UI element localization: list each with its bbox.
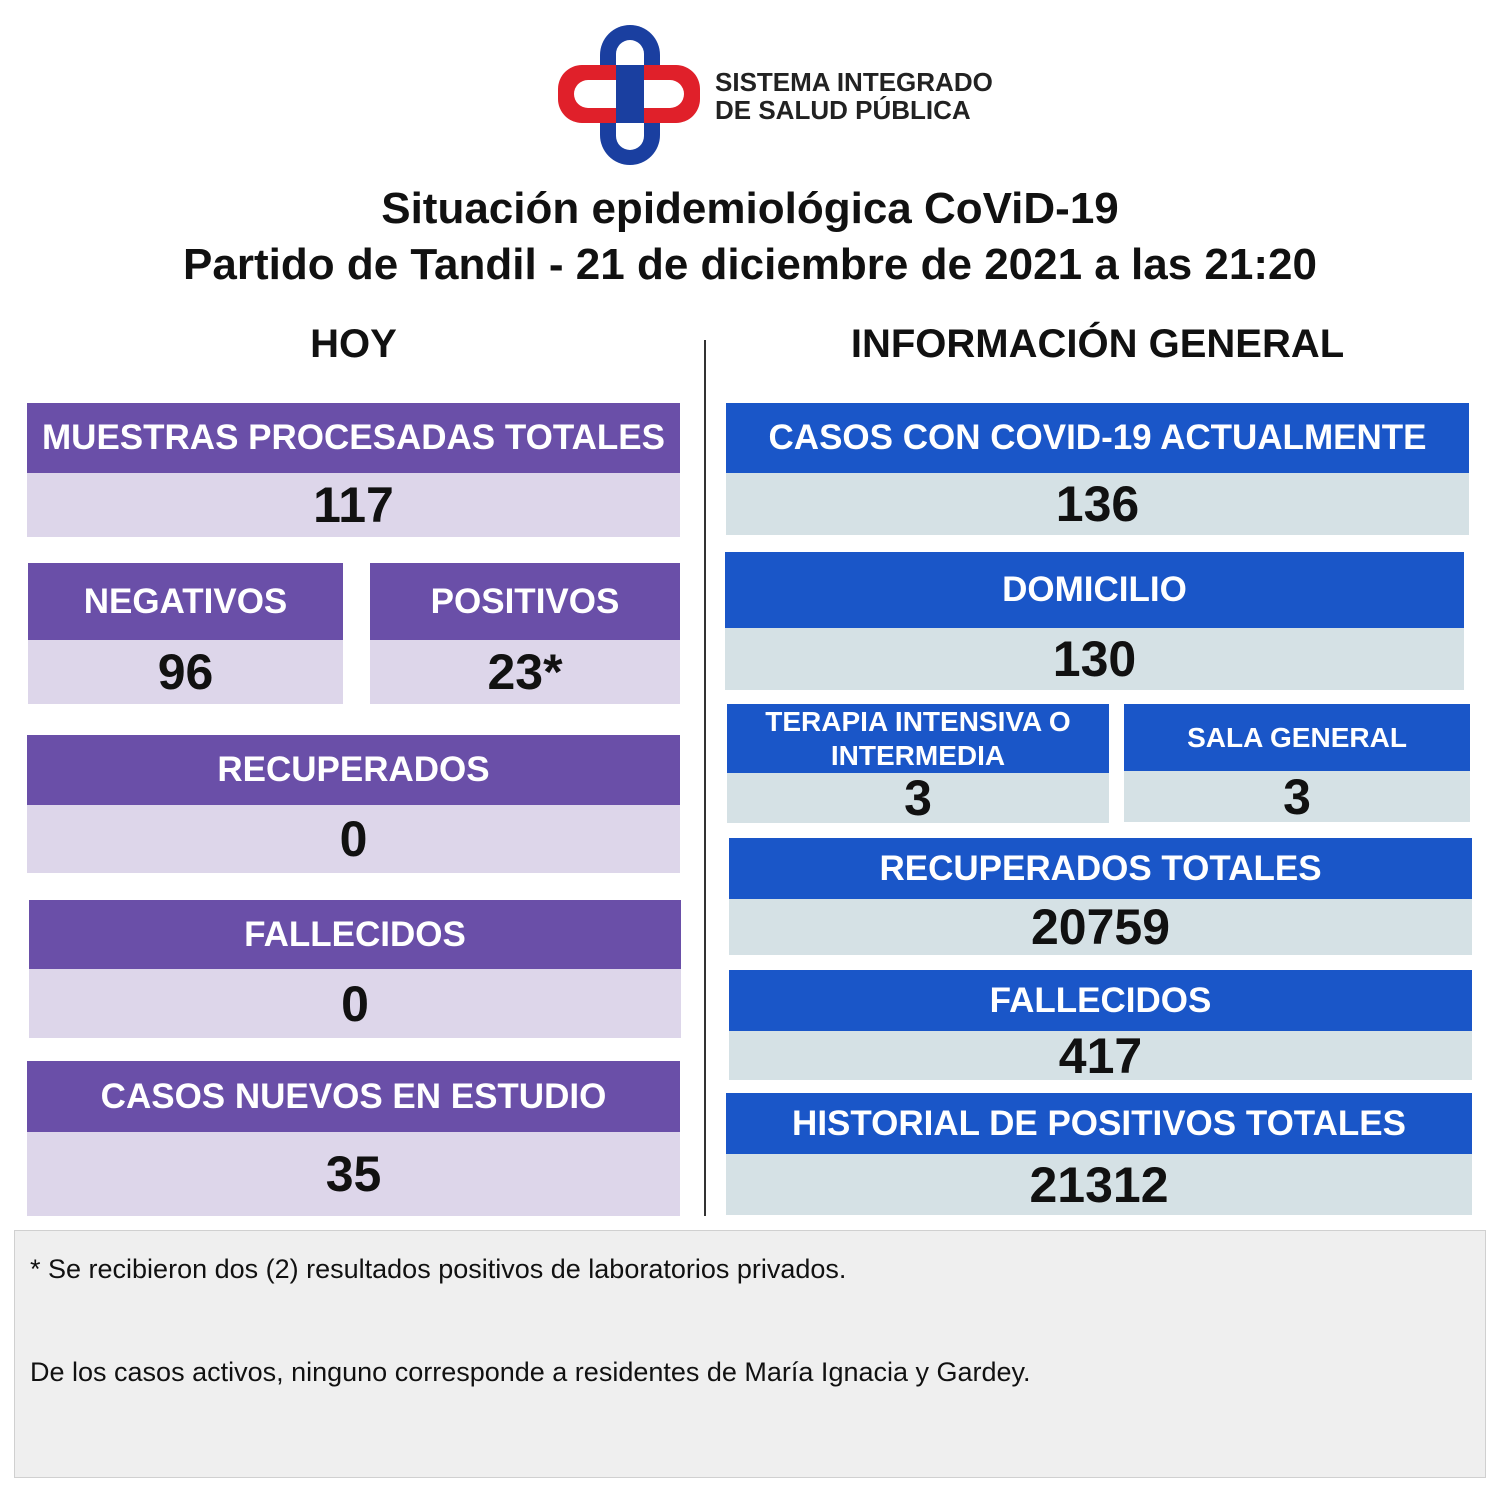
stat-label: POSITIVOS	[370, 563, 680, 640]
stat-label: RECUPERADOS TOTALES	[729, 838, 1472, 899]
stat-label: SALA GENERAL	[1124, 704, 1470, 771]
stat-panel: HISTORIAL DE POSITIVOS TOTALES 21312	[726, 1093, 1472, 1215]
stat-label: TERAPIA INTENSIVA O INTERMEDIA	[727, 704, 1109, 773]
stat-panel: CASOS CON COVID-19 ACTUALMENTE 136	[726, 403, 1469, 535]
logo-text: SISTEMA INTEGRADO DE SALUD PÚBLICA	[715, 68, 993, 124]
subtitle: Partido de Tandil - 21 de diciembre de 2…	[183, 240, 1317, 289]
stat-value: 0	[27, 805, 680, 873]
stat-value: 417	[729, 1028, 1472, 1084]
logo-line: SISTEMA INTEGRADO	[715, 67, 993, 97]
stat-panel: TERAPIA INTENSIVA O INTERMEDIA 3	[727, 704, 1109, 826]
stat-value: 3	[1124, 769, 1470, 825]
logo	[558, 25, 700, 165]
note: De los casos activos, ninguno correspond…	[30, 1357, 1031, 1387]
stat-label: MUESTRAS PROCESADAS TOTALES	[27, 403, 680, 473]
logo-line: DE SALUD PÚBLICA	[715, 95, 971, 125]
stat-value: 130	[725, 628, 1464, 690]
stat-panel: MUESTRAS PROCESADAS TOTALES 117	[27, 403, 680, 537]
stat-panel: DOMICILIO 130	[725, 552, 1464, 690]
stat-panel: RECUPERADOS 0	[27, 735, 680, 873]
stat-label: RECUPERADOS	[27, 735, 680, 805]
section-heading: HOY	[310, 322, 397, 366]
stat-value: 136	[726, 473, 1469, 535]
stat-panel: NEGATIVOS 96	[28, 563, 343, 704]
stat-label: DOMICILIO	[725, 552, 1464, 628]
stat-value: 96	[28, 640, 343, 704]
section-heading: INFORMACIÓN GENERAL	[850, 322, 1345, 366]
stat-panel: FALLECIDOS 417	[729, 970, 1472, 1084]
stat-value: 0	[29, 969, 681, 1038]
stat-value: 117	[27, 473, 680, 537]
stat-label: CASOS CON COVID-19 ACTUALMENTE	[726, 403, 1469, 473]
divider	[704, 340, 706, 1216]
note: * Se recibieron dos (2) resultados posit…	[30, 1254, 847, 1284]
title: Situación epidemiológica CoViD-19	[381, 184, 1119, 233]
stat-label: FALLECIDOS	[29, 900, 681, 969]
stat-value: 3	[727, 770, 1109, 826]
stat-label: HISTORIAL DE POSITIVOS TOTALES	[726, 1093, 1472, 1154]
stat-label: NEGATIVOS	[28, 563, 343, 640]
stat-panel: CASOS NUEVOS EN ESTUDIO 35	[27, 1061, 680, 1216]
stat-value: 20759	[729, 899, 1472, 955]
stat-value: 21312	[726, 1154, 1472, 1215]
stat-value: 23*	[370, 640, 680, 704]
stat-label: CASOS NUEVOS EN ESTUDIO	[27, 1061, 680, 1132]
stat-panel: RECUPERADOS TOTALES 20759	[729, 838, 1472, 955]
notes-box	[14, 1230, 1486, 1478]
stat-panel: POSITIVOS 23*	[370, 563, 680, 704]
stat-value: 35	[27, 1132, 680, 1216]
stat-panel: SALA GENERAL 3	[1124, 704, 1470, 825]
stat-label: FALLECIDOS	[729, 970, 1472, 1031]
stat-panel: FALLECIDOS 0	[29, 900, 681, 1038]
